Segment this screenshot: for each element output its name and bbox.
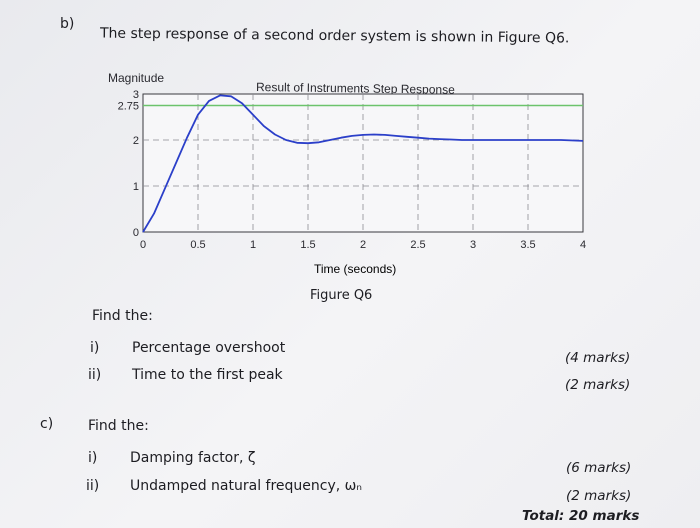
part-b-item-2-text: Time to the first peak: [132, 367, 283, 383]
total-marks: Total: 20 marks: [522, 508, 640, 524]
part-c-find-label: Find the:: [88, 418, 149, 434]
part-c-item-1-marks: (6 marks): [566, 460, 632, 476]
part-b-item-1-marks: (4 marks): [565, 350, 631, 366]
y-tick-label: 1: [133, 181, 139, 193]
x-tick-label: 4: [580, 239, 586, 251]
chart-title: Result of Instruments Step Response: [256, 80, 455, 97]
part-b-item-1-num: i): [90, 340, 100, 356]
part-b-item-2-marks: (2 marks): [565, 377, 631, 393]
part-c-item-2-text: Undamped natural frequency, ωₙ: [130, 478, 362, 494]
x-tick-label: 1: [250, 239, 256, 251]
x-tick-label: 0.5: [190, 239, 205, 251]
part-b-find-label: Find the:: [92, 308, 153, 324]
x-tick-label: 0: [140, 239, 146, 251]
y-tick-label: 2.75: [118, 101, 139, 113]
figure-caption: Figure Q6: [310, 288, 373, 303]
response-line: [142, 94, 584, 233]
x-tick-label: 2.5: [410, 239, 425, 251]
part-b-letter: b): [60, 16, 75, 32]
part-b-item-1-text: Percentage overshoot: [132, 340, 286, 356]
x-tick-label: 2: [360, 239, 366, 251]
part-c-item-2-marks: (2 marks): [566, 488, 632, 504]
y-tick-label: 2: [133, 135, 139, 147]
part-c-item-1-num: i): [88, 450, 98, 466]
x-tick-label: 3: [470, 239, 476, 251]
x-axis-label: Time (seconds): [314, 262, 396, 276]
part-b-item-2-num: ii): [88, 367, 102, 383]
x-tick-label: 3.5: [520, 239, 535, 251]
x-tick-label: 1.5: [300, 239, 315, 251]
part-c-item-1-text: Damping factor, ζ: [130, 450, 256, 466]
part-c-letter: c): [40, 416, 54, 432]
y-tick-label: 0: [133, 227, 139, 239]
y-tick-label: 3: [133, 89, 139, 101]
y-axis-label: Magnitude: [108, 71, 164, 85]
part-c-item-2-num: ii): [86, 478, 100, 494]
